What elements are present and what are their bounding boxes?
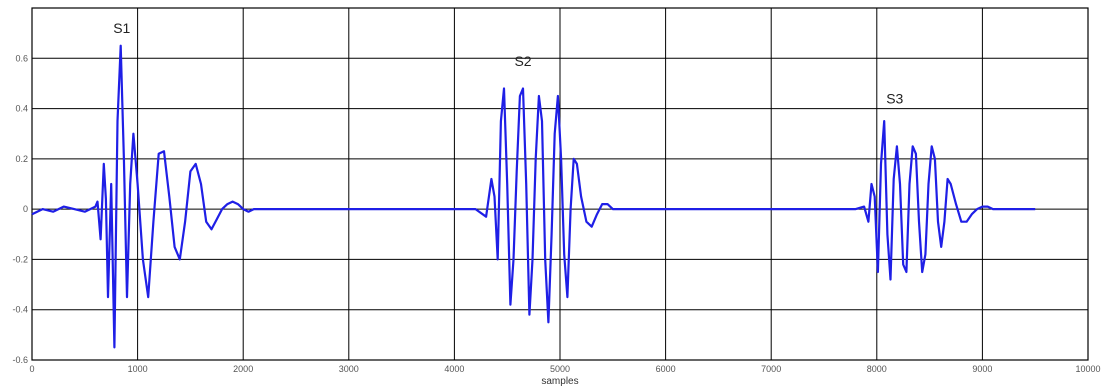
annotations: S1 S2 S3 <box>113 20 903 106</box>
annotation-label: S1 <box>113 20 130 36</box>
y-tick-label: -0.6 <box>12 355 28 365</box>
annotation-label: S2 <box>514 53 531 69</box>
x-tick-label: 0 <box>29 364 34 374</box>
x-tick-label: 1000 <box>128 364 148 374</box>
y-tick-label: 0.4 <box>15 104 28 114</box>
x-tick-label: 6000 <box>656 364 676 374</box>
signal-line <box>31 44 1036 349</box>
grid <box>31 7 1089 361</box>
y-tick-label: -0.4 <box>12 305 28 315</box>
plot-area <box>31 44 1036 349</box>
annotation-label: S3 <box>886 91 903 107</box>
y-tick-label: 0.6 <box>15 53 28 63</box>
y-tick-label: 0.2 <box>15 154 28 164</box>
y-tick-label: -0.2 <box>12 254 28 264</box>
plot-border <box>31 7 1089 361</box>
x-tick-label: 9000 <box>972 364 992 374</box>
x-tick-label: 4000 <box>444 364 464 374</box>
x-tick-label: 8000 <box>867 364 887 374</box>
x-axis-label: samples <box>541 376 578 387</box>
x-tick-label: 7000 <box>761 364 781 374</box>
x-tick-label: 2000 <box>233 364 253 374</box>
tick-labels: 0 1000 2000 3000 4000 5000 6000 7000 8000 9000 100… <box>12 53 1100 374</box>
x-tick-label: 10000 <box>1075 364 1100 374</box>
y-tick-label: 0 <box>23 204 28 214</box>
x-tick-label: 5000 <box>550 364 570 374</box>
x-tick-label: 3000 <box>339 364 359 374</box>
